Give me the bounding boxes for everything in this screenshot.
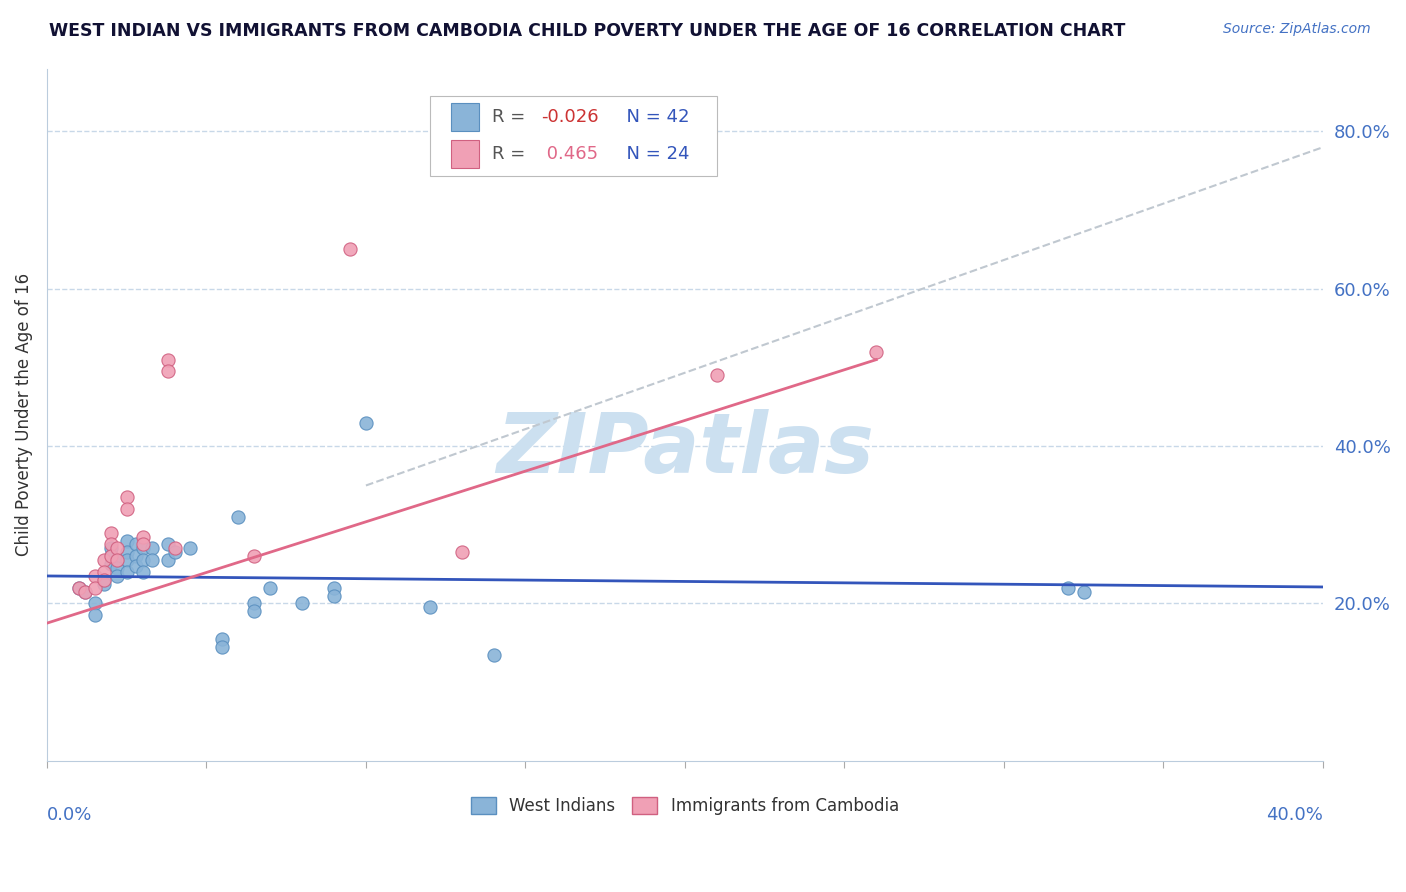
- Point: [105, 553, 128, 567]
- Point: [93, 573, 115, 587]
- Point: [83, 581, 105, 595]
- Point: [115, 490, 138, 504]
- Point: [100, 549, 122, 564]
- Point: [100, 537, 122, 551]
- Text: Source: ZipAtlas.com: Source: ZipAtlas.com: [1223, 22, 1371, 37]
- Point: [865, 344, 887, 359]
- Point: [1073, 584, 1095, 599]
- Point: [141, 553, 163, 567]
- Point: [100, 541, 122, 556]
- Text: R =: R =: [492, 108, 531, 126]
- Point: [1056, 581, 1078, 595]
- Point: [419, 600, 441, 615]
- FancyBboxPatch shape: [451, 103, 479, 131]
- Point: [83, 597, 105, 611]
- Text: 0.465: 0.465: [541, 145, 598, 162]
- Point: [706, 368, 728, 383]
- Point: [163, 541, 186, 556]
- Point: [131, 541, 153, 556]
- Point: [226, 510, 249, 524]
- FancyBboxPatch shape: [451, 140, 479, 168]
- Point: [115, 545, 138, 559]
- Text: WEST INDIAN VS IMMIGRANTS FROM CAMBODIA CHILD POVERTY UNDER THE AGE OF 16 CORREL: WEST INDIAN VS IMMIGRANTS FROM CAMBODIA …: [49, 22, 1126, 40]
- Point: [131, 553, 153, 567]
- Point: [291, 597, 314, 611]
- Point: [450, 545, 472, 559]
- Point: [67, 581, 90, 595]
- Point: [339, 243, 361, 257]
- Point: [105, 541, 128, 556]
- Text: 40.0%: 40.0%: [1267, 805, 1323, 824]
- Point: [105, 553, 128, 567]
- Text: 0.0%: 0.0%: [46, 805, 93, 824]
- Point: [100, 549, 122, 564]
- Point: [83, 608, 105, 623]
- Point: [482, 648, 505, 662]
- Point: [141, 541, 163, 556]
- Point: [243, 604, 266, 618]
- Point: [157, 364, 180, 378]
- Point: [115, 502, 138, 516]
- Text: N = 42: N = 42: [614, 108, 689, 126]
- Point: [131, 537, 153, 551]
- Point: [259, 581, 281, 595]
- Point: [93, 565, 115, 579]
- Point: [115, 553, 138, 567]
- Point: [125, 558, 148, 573]
- Point: [323, 581, 346, 595]
- FancyBboxPatch shape: [430, 96, 717, 176]
- Point: [243, 597, 266, 611]
- Point: [179, 541, 201, 556]
- Point: [125, 549, 148, 564]
- Point: [131, 565, 153, 579]
- Point: [323, 589, 346, 603]
- Point: [100, 557, 122, 571]
- Point: [93, 573, 115, 587]
- Point: [163, 545, 186, 559]
- Point: [243, 549, 266, 564]
- Point: [131, 530, 153, 544]
- Point: [100, 525, 122, 540]
- Text: -0.026: -0.026: [541, 108, 599, 126]
- Point: [211, 640, 233, 654]
- Point: [75, 584, 97, 599]
- Point: [354, 416, 377, 430]
- Point: [115, 533, 138, 548]
- Point: [125, 537, 148, 551]
- Point: [75, 584, 97, 599]
- Text: ZIPatlas: ZIPatlas: [496, 409, 875, 490]
- Point: [115, 565, 138, 579]
- Point: [157, 352, 180, 367]
- Point: [105, 561, 128, 575]
- Point: [93, 553, 115, 567]
- Legend: West Indians, Immigrants from Cambodia: West Indians, Immigrants from Cambodia: [464, 790, 905, 822]
- Text: N = 24: N = 24: [614, 145, 689, 162]
- Point: [93, 577, 115, 591]
- Point: [83, 569, 105, 583]
- Point: [157, 537, 180, 551]
- Point: [105, 569, 128, 583]
- Point: [67, 581, 90, 595]
- Point: [157, 553, 180, 567]
- Point: [211, 632, 233, 646]
- Text: R =: R =: [492, 145, 531, 162]
- Y-axis label: Child Poverty Under the Age of 16: Child Poverty Under the Age of 16: [15, 273, 32, 557]
